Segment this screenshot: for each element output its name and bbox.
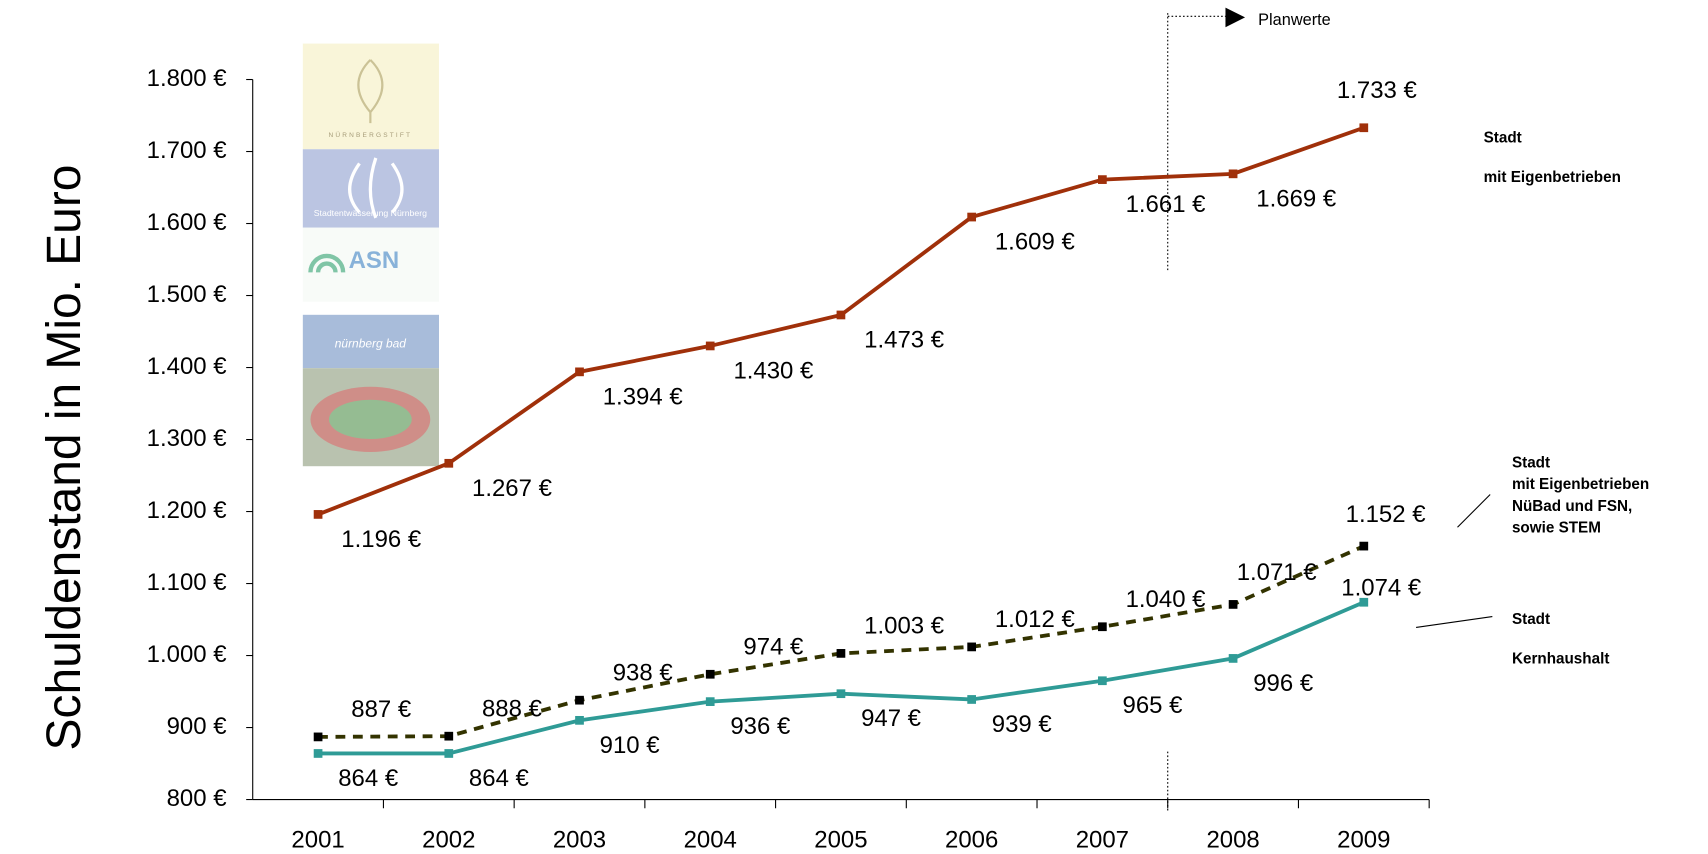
- x-tick-label: 2006: [945, 826, 998, 853]
- marker: [313, 732, 323, 742]
- logo-icon: [328, 399, 412, 439]
- data-label: 1.669 €: [1256, 185, 1336, 212]
- y-tick-label: 1.300 €: [147, 425, 227, 452]
- logo-text: nürnberg bad: [335, 336, 407, 350]
- marker: [1359, 123, 1369, 133]
- data-label: 1.473 €: [864, 326, 944, 353]
- y-axis-title: Schuldenstand in Mio. Euro: [38, 165, 91, 751]
- marker: [444, 749, 454, 758]
- marker: [1228, 169, 1238, 179]
- x-tick-label: 2002: [422, 826, 475, 853]
- logo-box: [302, 314, 439, 369]
- data-label: 1.071 €: [1237, 559, 1317, 586]
- data-label: 1.040 €: [1126, 586, 1206, 613]
- marker: [705, 669, 715, 679]
- marker: [444, 458, 454, 468]
- logo-icon: [308, 253, 346, 273]
- marker: [313, 749, 323, 758]
- marker: [836, 310, 846, 320]
- forecast-arrow: [1225, 7, 1246, 28]
- marker: [1098, 622, 1107, 632]
- logo-strip: NÜRNBERGSTIFT Stadtentwässerung Nürnberg…: [302, 43, 439, 467]
- data-label: 1.267 €: [472, 475, 552, 502]
- marker: [1359, 597, 1369, 607]
- marker: [967, 642, 977, 652]
- data-label: 938 €: [613, 659, 673, 686]
- legend-pointer: [1457, 494, 1491, 528]
- marker: [575, 367, 584, 377]
- marker: [1228, 654, 1238, 663]
- marker: [967, 695, 977, 704]
- x-tick-label: 2003: [553, 826, 606, 853]
- data-label: 1.003 €: [864, 613, 944, 640]
- data-label: 1.152 €: [1346, 501, 1426, 528]
- data-label: 947 €: [861, 705, 921, 732]
- data-label: 1.074 €: [1341, 575, 1421, 602]
- x-tick-label: 2009: [1337, 826, 1390, 853]
- data-label: 887 €: [351, 696, 411, 723]
- series-line: [317, 125, 1365, 517]
- data-label: 1.733 €: [1337, 77, 1417, 104]
- x-tick-label: 2005: [814, 826, 867, 853]
- marker: [1098, 175, 1107, 184]
- marker: [836, 649, 846, 658]
- marker: [1098, 676, 1107, 686]
- logo-icon: [357, 59, 384, 124]
- marker: [836, 689, 846, 699]
- logo-text: Stadtentwässerung Nürnberg: [314, 208, 427, 218]
- x-tick-label: 2001: [291, 826, 344, 853]
- data-label: 939 €: [992, 711, 1052, 738]
- marker: [1228, 600, 1238, 609]
- series-line: [318, 544, 1365, 739]
- y-tick-label: 1.700 €: [147, 137, 227, 164]
- legend-entry: Stadt mit Eigenbetrieben: [1483, 128, 1621, 186]
- y-tick-label: 800 €: [167, 785, 227, 812]
- data-label: 910 €: [600, 732, 660, 759]
- logo-text: ASN: [349, 247, 400, 274]
- x-tick-label: 2007: [1076, 826, 1129, 853]
- data-label: 1.661 €: [1126, 191, 1206, 218]
- marker: [444, 731, 454, 741]
- marker: [705, 697, 715, 706]
- marker: [575, 695, 584, 705]
- data-label: 936 €: [730, 713, 790, 740]
- x-tick-label: 2008: [1206, 826, 1259, 853]
- y-tick-label: 1.600 €: [147, 209, 227, 236]
- logo-icon: [348, 157, 404, 219]
- marker: [705, 341, 715, 351]
- y-tick-label: 1.800 €: [147, 65, 227, 92]
- data-label: 965 €: [1123, 692, 1183, 719]
- logo-text: NÜRNBERGSTIFT: [329, 131, 413, 139]
- marker: [1359, 541, 1369, 551]
- y-tick-label: 1.200 €: [147, 497, 227, 524]
- legend-entry: Stadt Kernhaushalt: [1511, 610, 1610, 667]
- y-tick-label: 900 €: [167, 713, 227, 740]
- data-label: 1.196 €: [341, 526, 421, 553]
- x-tick-label: 2004: [684, 826, 737, 853]
- data-label: 996 €: [1253, 670, 1313, 697]
- marker: [575, 715, 584, 725]
- data-label: 974 €: [743, 633, 803, 660]
- y-tick-label: 1.100 €: [147, 569, 227, 596]
- data-label: 864 €: [469, 765, 529, 792]
- legend-entry: Stadt mit Eigenbetrieben NüBad und FSN, …: [1511, 453, 1650, 536]
- marker: [313, 510, 323, 519]
- y-tick-label: 1.000 €: [147, 641, 227, 668]
- data-label: 1.012 €: [995, 606, 1075, 633]
- data-label: 1.430 €: [733, 357, 813, 384]
- y-tick-label: 1.400 €: [147, 353, 227, 380]
- y-tick-label: 1.500 €: [147, 281, 227, 308]
- data-label: 1.394 €: [603, 383, 683, 410]
- data-label: 864 €: [338, 765, 398, 792]
- legend-pointer: [1416, 616, 1493, 628]
- marker: [967, 212, 977, 222]
- annotation: Planwerte: [1258, 11, 1331, 29]
- data-label: 888 €: [482, 695, 542, 722]
- data-label: 1.609 €: [995, 229, 1075, 256]
